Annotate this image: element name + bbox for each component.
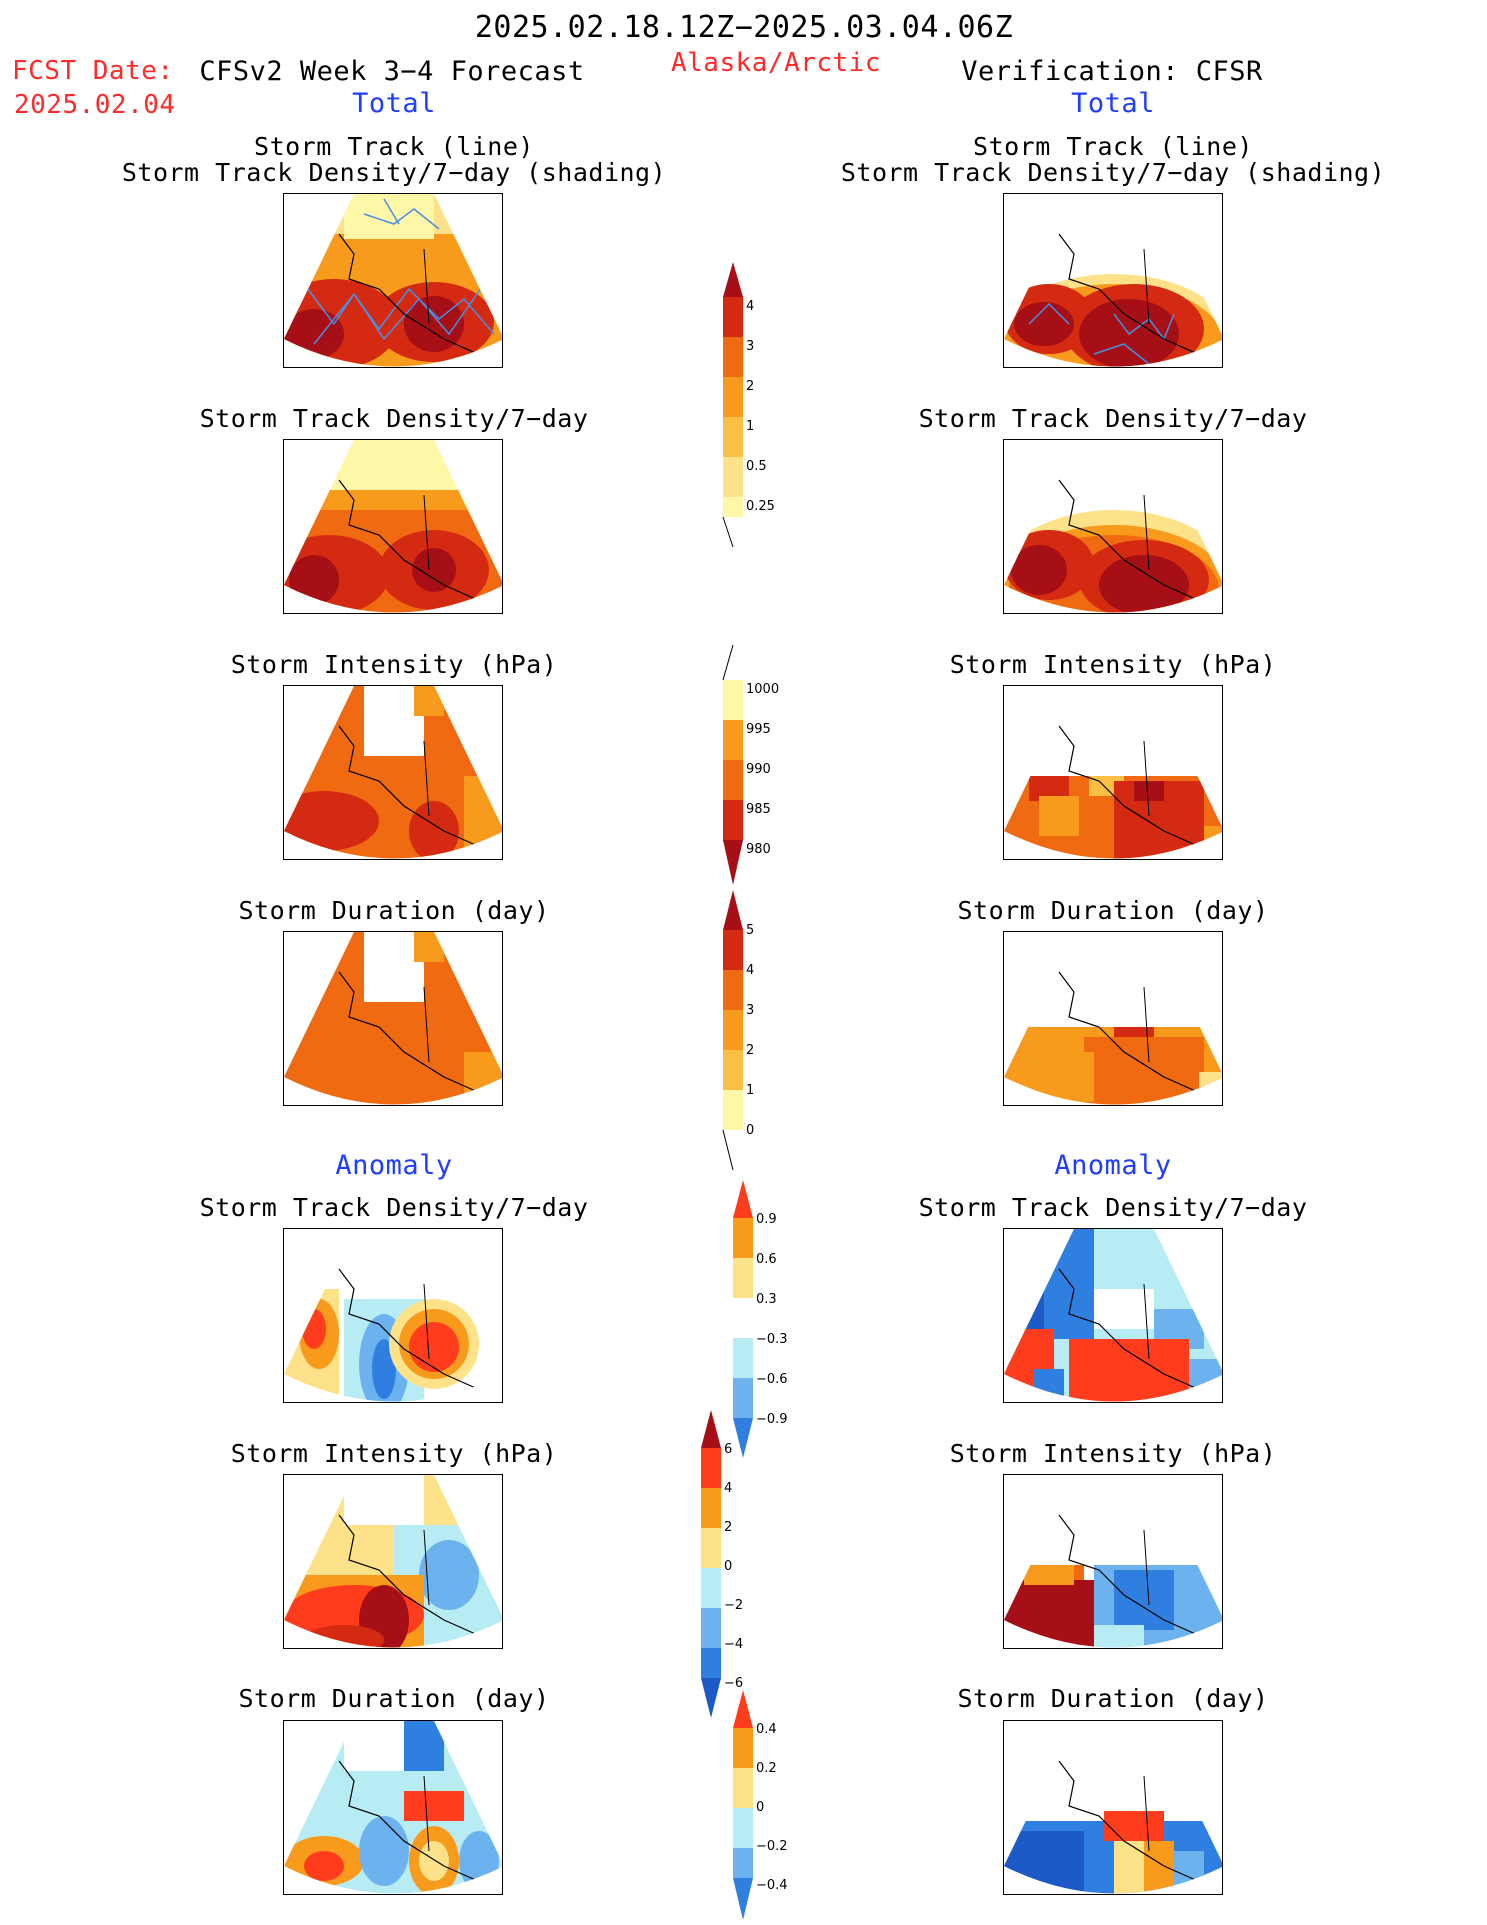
- map-forecast-duration-anomaly: [283, 1720, 503, 1895]
- map-forecast-density-anomaly: [283, 1228, 503, 1403]
- title-right-track-line: Storm Track (line): [973, 132, 1253, 161]
- title-left-duration: Storm Duration (day): [238, 896, 550, 925]
- cb-duration-total-tick: 1: [746, 1083, 754, 1098]
- cb-density-total-tick: 3: [746, 339, 754, 354]
- cb-intensity-anom-tick: 0: [724, 1559, 732, 1574]
- colorbar-density-total: 4 3 2 1 0.5 0.25: [722, 262, 775, 547]
- colorbar-intensity-anomaly: 6 4 2 0 −2 −4 −6: [701, 1410, 743, 1718]
- title-right-duration-anom: Storm Duration (day): [957, 1684, 1269, 1713]
- map-verification-duration-anomaly: [1003, 1720, 1223, 1895]
- cb-duration-total-tick: 3: [746, 1003, 754, 1018]
- map-verification-density-anomaly: [1003, 1228, 1223, 1403]
- fcst-date-value: 2025.02.04: [14, 90, 176, 120]
- cb-density-anom-tick: 0.3: [756, 1292, 777, 1307]
- colorbar-duration-total: 5 4 3 2 1 0: [722, 890, 754, 1171]
- anomaly-label-right: Anomaly: [1054, 1150, 1172, 1181]
- cb-duration-total-tick: 4: [746, 963, 754, 978]
- map-forecast-duration: [283, 931, 503, 1106]
- map-forecast-density: [283, 439, 503, 614]
- title-left-duration-anom: Storm Duration (day): [238, 1684, 550, 1713]
- title-right-intensity-anom: Storm Intensity (hPa): [949, 1439, 1277, 1468]
- cb-duration-anom-tick: 0.4: [756, 1722, 777, 1737]
- cb-duration-anom-tick: −0.2: [756, 1839, 788, 1854]
- cb-intensity-anom-tick: −4: [724, 1637, 743, 1652]
- cb-density-anom-tick: −0.6: [756, 1372, 788, 1387]
- cb-intensity-anom-tick: −2: [724, 1598, 743, 1613]
- title-right-track-shading: Storm Track Density/7−day (shading): [840, 158, 1386, 187]
- period-title: 2025.02.18.12Z−2025.03.04.06Z: [474, 10, 1014, 45]
- cb-intensity-total-tick: 995: [746, 722, 771, 737]
- forecast-title: CFSv2 Week 3−4 Forecast: [199, 56, 585, 87]
- cb-intensity-anom-tick: 2: [724, 1520, 732, 1535]
- title-left-intensity: Storm Intensity (hPa): [230, 650, 558, 679]
- title-left-density: Storm Track Density/7−day: [199, 404, 589, 433]
- total-label-right: Total: [1071, 88, 1155, 119]
- colorbar-intensity-total: 1000 995 990 985 980: [722, 645, 779, 885]
- title-left-track-line: Storm Track (line): [254, 132, 534, 161]
- cb-intensity-total-tick: 985: [746, 802, 771, 817]
- cb-density-anom-tick: 0.6: [756, 1252, 777, 1267]
- map-verification-intensity: [1003, 685, 1223, 860]
- cb-intensity-total-tick: 980: [746, 842, 771, 857]
- map-forecast-intensity-anomaly: [283, 1474, 503, 1649]
- map-verification-duration: [1003, 931, 1223, 1106]
- map-forecast-intensity: [283, 685, 503, 860]
- cb-density-total-tick: 4: [746, 299, 754, 314]
- cb-density-anom-tick: 0.9: [756, 1212, 777, 1227]
- map-verification-density: [1003, 439, 1223, 614]
- colorbar-density-anomaly: 0.9 0.6 0.3 −0.3 −0.6 −0.9: [733, 1180, 788, 1458]
- verification-title: Verification: CFSR: [961, 56, 1263, 87]
- cb-duration-total-tick: 2: [746, 1043, 754, 1058]
- title-right-density: Storm Track Density/7−day: [918, 404, 1308, 433]
- cb-duration-anom-tick: 0: [756, 1800, 764, 1815]
- cb-intensity-anom-tick: 6: [724, 1442, 732, 1457]
- cb-intensity-total-tick: 990: [746, 762, 771, 777]
- region-title: Alaska/Arctic: [671, 48, 881, 78]
- cb-density-total-tick: 1: [746, 419, 754, 434]
- map-verification-intensity-anomaly: [1003, 1474, 1223, 1649]
- colorbar-duration-anomaly: 0.4 0.2 0 −0.2 −0.4: [733, 1690, 788, 1920]
- title-right-density-anom: Storm Track Density/7−day: [918, 1193, 1308, 1222]
- cb-intensity-anom-tick: −6: [724, 1676, 743, 1691]
- title-right-duration: Storm Duration (day): [957, 896, 1269, 925]
- title-left-track-shading: Storm Track Density/7−day (shading): [121, 158, 667, 187]
- total-label-left: Total: [352, 88, 436, 119]
- fcst-date-label: FCST Date:: [12, 56, 174, 86]
- cb-intensity-anom-tick: 4: [724, 1481, 732, 1496]
- cb-density-total-tick: 2: [746, 379, 754, 394]
- cb-duration-anom-tick: −0.4: [756, 1878, 788, 1893]
- map-verification-track-density: [1003, 193, 1223, 368]
- cb-density-anom-tick: −0.9: [756, 1412, 788, 1427]
- cb-density-total-tick: 0.25: [746, 499, 775, 514]
- title-right-intensity: Storm Intensity (hPa): [949, 650, 1277, 679]
- anomaly-label-left: Anomaly: [335, 1150, 453, 1181]
- cb-duration-total-tick: 5: [746, 923, 754, 938]
- cb-intensity-total-tick: 1000: [746, 682, 779, 697]
- cb-duration-anom-tick: 0.2: [756, 1761, 777, 1776]
- cb-density-anom-tick: −0.3: [756, 1332, 788, 1347]
- title-left-intensity-anom: Storm Intensity (hPa): [230, 1439, 558, 1468]
- map-forecast-track-density: [283, 193, 503, 368]
- cb-duration-total-tick: 0: [746, 1123, 754, 1138]
- cb-density-total-tick: 0.5: [746, 459, 767, 474]
- title-left-density-anom: Storm Track Density/7−day: [199, 1193, 589, 1222]
